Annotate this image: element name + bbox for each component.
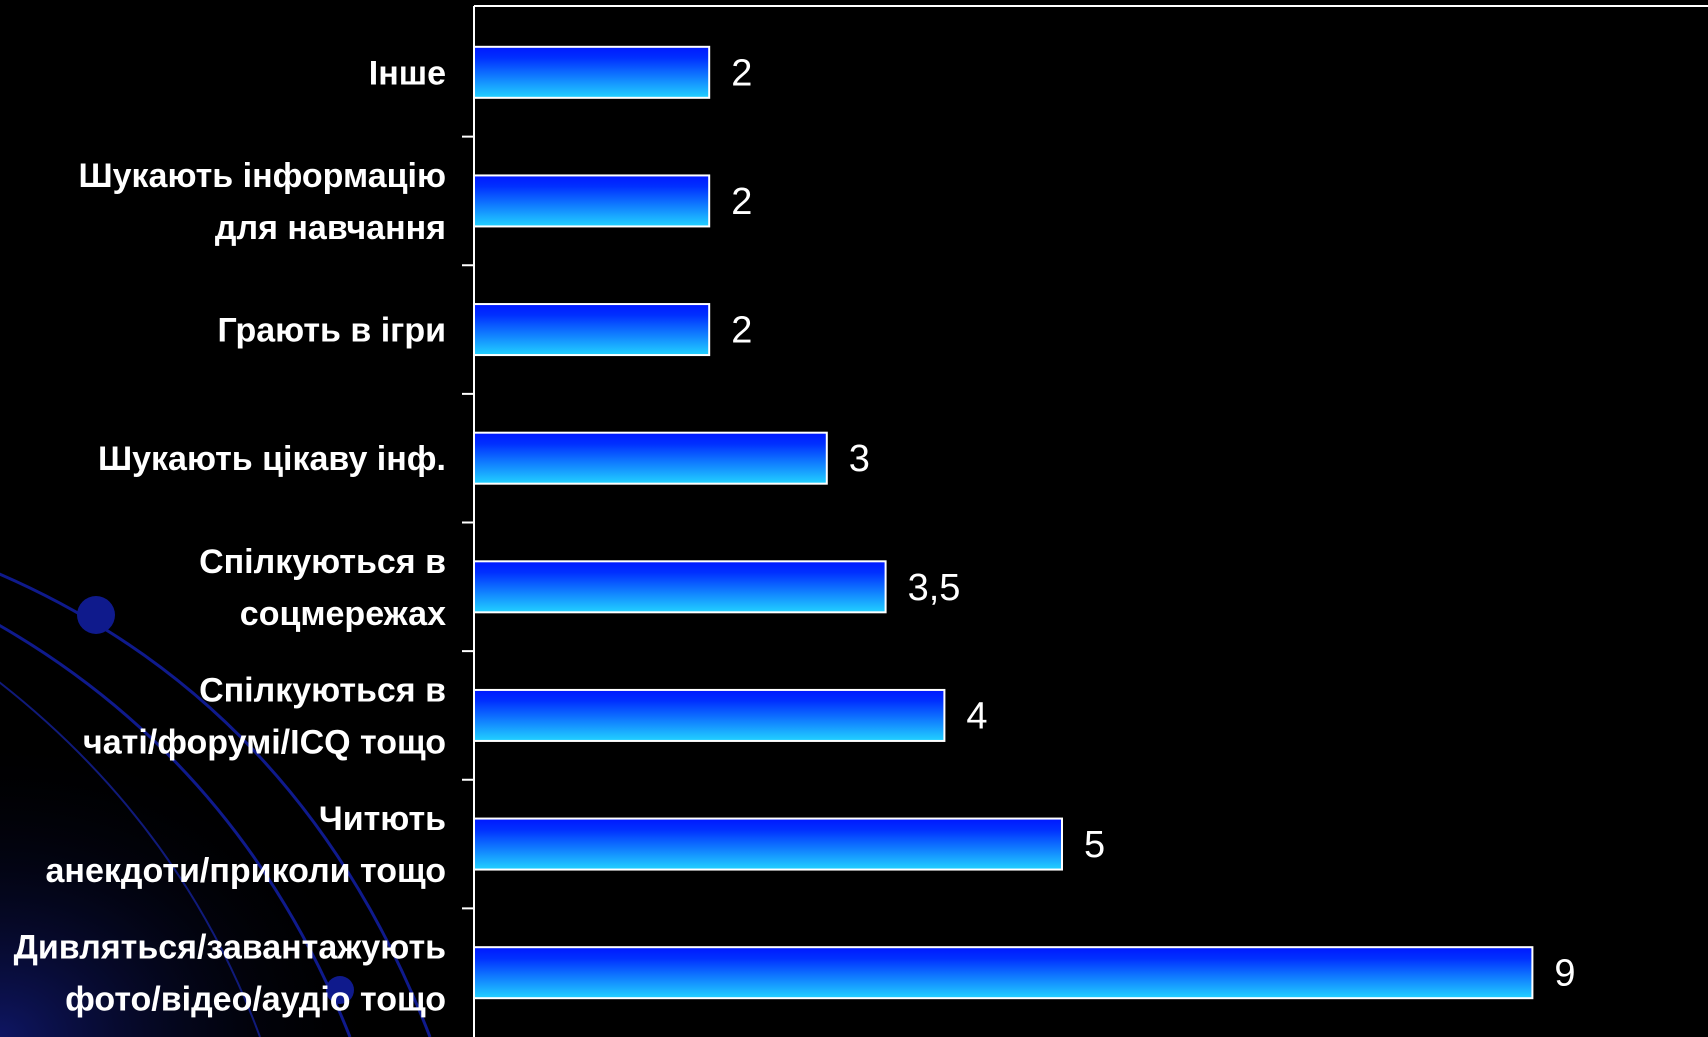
category-label: Інше [369,54,446,92]
bar [473,303,711,357]
category-label: Шукають інформацію [78,157,446,195]
bar [473,431,828,485]
bar [473,174,711,228]
category-label: Шукають цікаву інф. [98,440,446,478]
swirl-arc-outer [0,572,432,1037]
plot-area: 2 Інше 2 Шукають інформацію для навчання 2 Гра… [14,5,1708,1037]
bar-value-label: 5 [1084,824,1105,866]
bar-value-label: 2 [731,181,752,223]
bar [473,817,1063,871]
category-label: Спілкуються в [199,543,446,581]
swirl-arc-middle [0,624,352,1037]
swirl-dot-small [326,976,354,1004]
bar-value-label: 3 [849,438,870,480]
bar-value-label: 2 [731,310,752,352]
category-label: Дивляться/завантажують [14,929,446,967]
category-label: фото/відео/аудіо тощо [65,981,446,1019]
category-label: соцмережах [240,595,446,633]
category-label: для навчання [215,209,446,247]
bar-value-label: 3,5 [908,567,961,609]
category-label: чаті/форумі/ICQ тощо [83,723,446,761]
bar [473,560,887,614]
category-label: анекдоти/приколи тощо [46,852,447,890]
bar-value-label: 9 [1554,953,1575,995]
swirl-dot [77,596,115,634]
bar [473,946,1534,1000]
bar [473,45,711,99]
swirl-arc-inner [0,681,261,1037]
bar-value-label: 4 [966,695,987,737]
bar [473,688,946,742]
category-label: Спілкуються в [199,671,446,709]
bar-value-label: 2 [731,52,752,94]
category-label: Грають в ігри [218,312,446,350]
category-label: Читють [319,800,446,838]
